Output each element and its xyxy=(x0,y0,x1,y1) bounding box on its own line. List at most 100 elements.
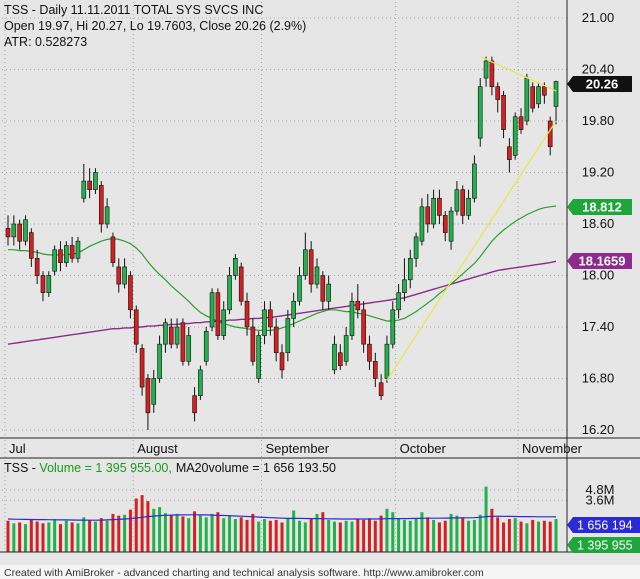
candle xyxy=(157,335,162,383)
ma-fast-badge-shape xyxy=(567,199,632,215)
candle-body xyxy=(145,378,151,414)
candle xyxy=(268,301,273,336)
candle xyxy=(308,241,314,293)
volume-bar xyxy=(181,516,185,552)
candle-body xyxy=(454,189,460,212)
candle xyxy=(553,80,559,125)
volume-bar xyxy=(490,508,494,552)
volume-bar xyxy=(303,522,307,552)
volume-bar xyxy=(146,501,150,552)
volume-bar xyxy=(548,521,552,552)
candle xyxy=(238,262,244,306)
candle xyxy=(407,249,413,289)
candle xyxy=(472,155,477,203)
ma-slow-badge-text: 18.1659 xyxy=(579,254,626,269)
candle-body xyxy=(437,197,442,216)
candle xyxy=(530,82,536,113)
candle xyxy=(384,335,390,383)
volume-bar xyxy=(373,520,377,552)
candle-body xyxy=(378,382,384,396)
volume-bar xyxy=(105,520,109,552)
volume-bar xyxy=(29,519,33,552)
candle xyxy=(524,73,530,126)
candle-body xyxy=(297,275,302,302)
candle-body xyxy=(133,309,139,345)
candle xyxy=(419,198,425,246)
volume-bar xyxy=(513,518,517,552)
candle xyxy=(378,374,384,400)
trendlines xyxy=(386,56,557,381)
price-tick-label: 19.80 xyxy=(582,113,615,128)
candle xyxy=(139,344,145,396)
candle xyxy=(227,266,232,315)
candle xyxy=(518,108,524,134)
volume-bar xyxy=(344,520,348,552)
candle-body xyxy=(46,275,52,293)
volume-bar xyxy=(123,514,127,552)
candle xyxy=(349,292,355,340)
candle-body xyxy=(69,245,75,259)
candle xyxy=(320,271,326,310)
axes xyxy=(0,0,640,553)
candle xyxy=(303,232,308,280)
candle-body xyxy=(128,275,133,311)
volume-bar xyxy=(356,519,360,552)
candle-body xyxy=(477,86,483,139)
candle xyxy=(507,138,512,173)
candle-body xyxy=(180,322,186,362)
volume-bar xyxy=(420,512,424,552)
volume-tick-label: 3.6M xyxy=(586,492,615,507)
candle-body xyxy=(431,197,436,225)
candle xyxy=(367,335,372,370)
candle xyxy=(128,271,133,319)
ma-fast-line xyxy=(8,205,557,331)
candle xyxy=(326,275,331,310)
candle xyxy=(425,193,431,233)
candle xyxy=(402,258,407,302)
candle xyxy=(285,309,291,362)
candle xyxy=(133,305,139,353)
volume-value-badge-text: 1 395 955 xyxy=(577,539,633,553)
volume-bar xyxy=(484,486,488,552)
candle xyxy=(69,236,75,263)
candle-body xyxy=(419,206,425,242)
volume-bar xyxy=(286,518,290,552)
volume-bar xyxy=(6,520,10,552)
volume-bar xyxy=(35,521,39,552)
volume-ma-polyline xyxy=(7,514,557,521)
volume-bar xyxy=(554,519,558,552)
volume-ma-badge: 1 656 194 xyxy=(567,517,640,533)
candle-body xyxy=(58,249,63,263)
volume-bar xyxy=(251,513,255,552)
candle xyxy=(244,292,250,336)
candle-body xyxy=(273,326,279,354)
candle xyxy=(501,90,506,139)
volume-bar xyxy=(12,523,16,552)
candle-body xyxy=(355,300,361,311)
price-tick-label: 21.00 xyxy=(582,10,615,25)
candle-body xyxy=(483,60,489,79)
last-price-badge-text: 20.26 xyxy=(586,77,619,92)
candle-body xyxy=(262,309,267,336)
candle-body xyxy=(547,120,553,148)
volume-ma-badge-text: 1 656 194 xyxy=(577,519,633,533)
candle-body xyxy=(104,206,110,225)
volume-bar xyxy=(350,521,354,552)
candle xyxy=(186,327,192,366)
candle-body xyxy=(64,245,69,263)
candle xyxy=(454,181,460,216)
candle-body xyxy=(98,185,104,225)
candle xyxy=(163,318,168,353)
candle-body xyxy=(40,275,46,293)
volume-value-badge: 1 395 955 xyxy=(567,537,640,553)
candle xyxy=(116,258,122,293)
candle xyxy=(291,292,296,327)
volume-bar xyxy=(321,512,325,552)
candle-body xyxy=(221,309,227,336)
candle xyxy=(431,189,436,229)
candle-body xyxy=(227,275,232,311)
ma-slow-line xyxy=(7,260,557,345)
volume-value-badge-shape xyxy=(567,537,640,553)
candles xyxy=(5,56,559,430)
